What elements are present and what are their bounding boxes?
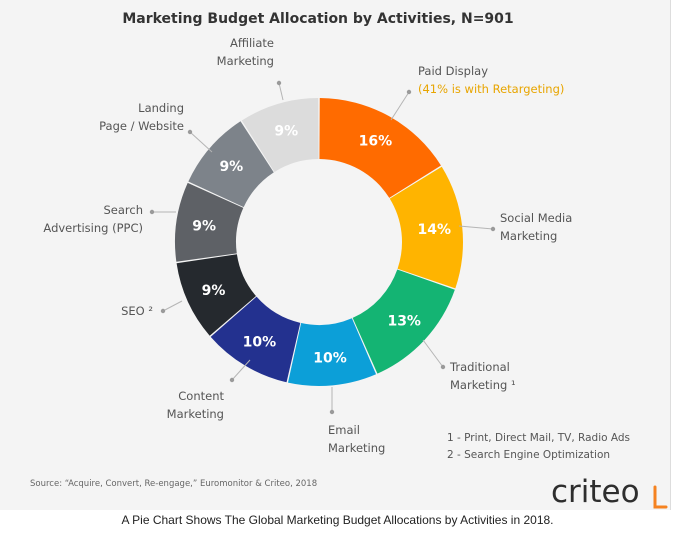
- slice-label-0: Paid Display (41% is with Retargeting): [418, 64, 564, 96]
- donut-slice-0: [319, 98, 441, 198]
- slice-label-1: Social Media Marketing: [500, 211, 572, 243]
- leader-dot-0: [406, 89, 412, 95]
- leader-dot-2: [440, 364, 446, 370]
- slice-value-label-3: 10%: [313, 350, 347, 366]
- donut-slice-1: [389, 166, 464, 289]
- brand-mark: [653, 485, 668, 509]
- leader-lines: [149, 80, 496, 415]
- donut-slice-6: [174, 182, 244, 262]
- leader-dot-7: [187, 129, 193, 135]
- slice-label-7: Landing Page / Website: [99, 101, 184, 133]
- slice-label-line: Marketing: [500, 229, 557, 243]
- leader-dot-5: [160, 308, 166, 314]
- slice-label-8: Affiliate Marketing: [217, 36, 274, 68]
- leader-line-4: [231, 359, 251, 381]
- slice-label-line: Advertising (PPC): [43, 221, 143, 235]
- slice-label-line: Marketing ¹: [450, 378, 516, 392]
- slice-value-label-7: 9%: [219, 159, 243, 175]
- brand-name: criteo: [551, 474, 640, 510]
- slice-value-label-5: 9%: [202, 283, 226, 299]
- donut-slice-8: [241, 98, 319, 172]
- slice-label-6: Search Advertising (PPC): [43, 203, 143, 235]
- slice-value-labels: 16% 14% 13% 10% 10% 9% 9% 9% 9%: [192, 124, 451, 367]
- slice-value-label-1: 14%: [418, 222, 452, 238]
- leader-line-0: [390, 91, 410, 121]
- slice-label-line: Marketing: [167, 407, 224, 421]
- slice-label-line: Page / Website: [99, 119, 184, 133]
- chart-card: [0, 0, 671, 510]
- slice-label-line: Search: [103, 203, 143, 217]
- slice-value-label-2: 13%: [387, 314, 421, 330]
- leader-dot-4: [229, 377, 235, 383]
- slice-label-line: Content: [178, 389, 224, 403]
- slice-label-line: Paid Display: [418, 64, 488, 78]
- slice-label-line: Marketing: [328, 441, 385, 455]
- slice-value-label-8: 9%: [274, 124, 298, 140]
- slice-category-labels: Paid Display (41% is with Retargeting) Soc…: [43, 36, 572, 455]
- slice-label-line: Landing: [138, 101, 184, 115]
- leader-dot-6: [149, 209, 155, 215]
- slice-label-line: Marketing: [217, 54, 274, 68]
- leader-line-8: [278, 82, 284, 101]
- leader-line-7: [189, 131, 213, 153]
- leader-line-5: [162, 300, 183, 312]
- slice-label-3: Email Marketing: [328, 423, 385, 455]
- footnote-1: 1 - Print, Direct Mail, TV, Radio Ads: [447, 432, 630, 444]
- leader-line-1: [458, 225, 494, 230]
- leader-dot-1: [490, 226, 496, 232]
- slice-label-line: Email: [328, 423, 360, 437]
- slice-label-5: SEO ²: [121, 304, 153, 318]
- leader-dot-3: [329, 409, 335, 415]
- donut-slice-7: [188, 121, 274, 208]
- leader-line-2: [422, 339, 444, 368]
- donut-slice-2: [352, 269, 455, 374]
- footnote-2: 2 - Search Engine Optimization: [447, 449, 610, 461]
- slice-label-line: Social Media: [500, 211, 572, 225]
- slice-sublabel: (41% is with Retargeting): [418, 82, 564, 96]
- leader-dot-8: [276, 80, 282, 86]
- slice-value-label-4: 10%: [243, 335, 277, 351]
- slice-label-4: Content Marketing: [167, 389, 225, 421]
- slice-label-line: SEO ²: [121, 304, 153, 318]
- slice-label-line: Traditional: [449, 360, 510, 374]
- slice-label-line: Affiliate: [230, 36, 274, 50]
- source-note: Source: “Acquire, Convert, Re-engage,” E…: [30, 479, 317, 489]
- figure-caption: A Pie Chart Shows The Global Marketing B…: [121, 513, 554, 527]
- donut-slice-5: [176, 254, 256, 336]
- slice-value-label-6: 9%: [192, 218, 216, 234]
- donut-slices: [174, 98, 464, 386]
- slice-value-label-0: 16%: [359, 134, 393, 150]
- criteo-logo: criteo: [551, 474, 668, 510]
- slice-label-2: Traditional Marketing ¹: [449, 360, 516, 392]
- donut-slice-4: [210, 296, 301, 383]
- donut-slice-3: [288, 318, 377, 386]
- chart-title: Marketing Budget Allocation by Activitie…: [122, 11, 513, 27]
